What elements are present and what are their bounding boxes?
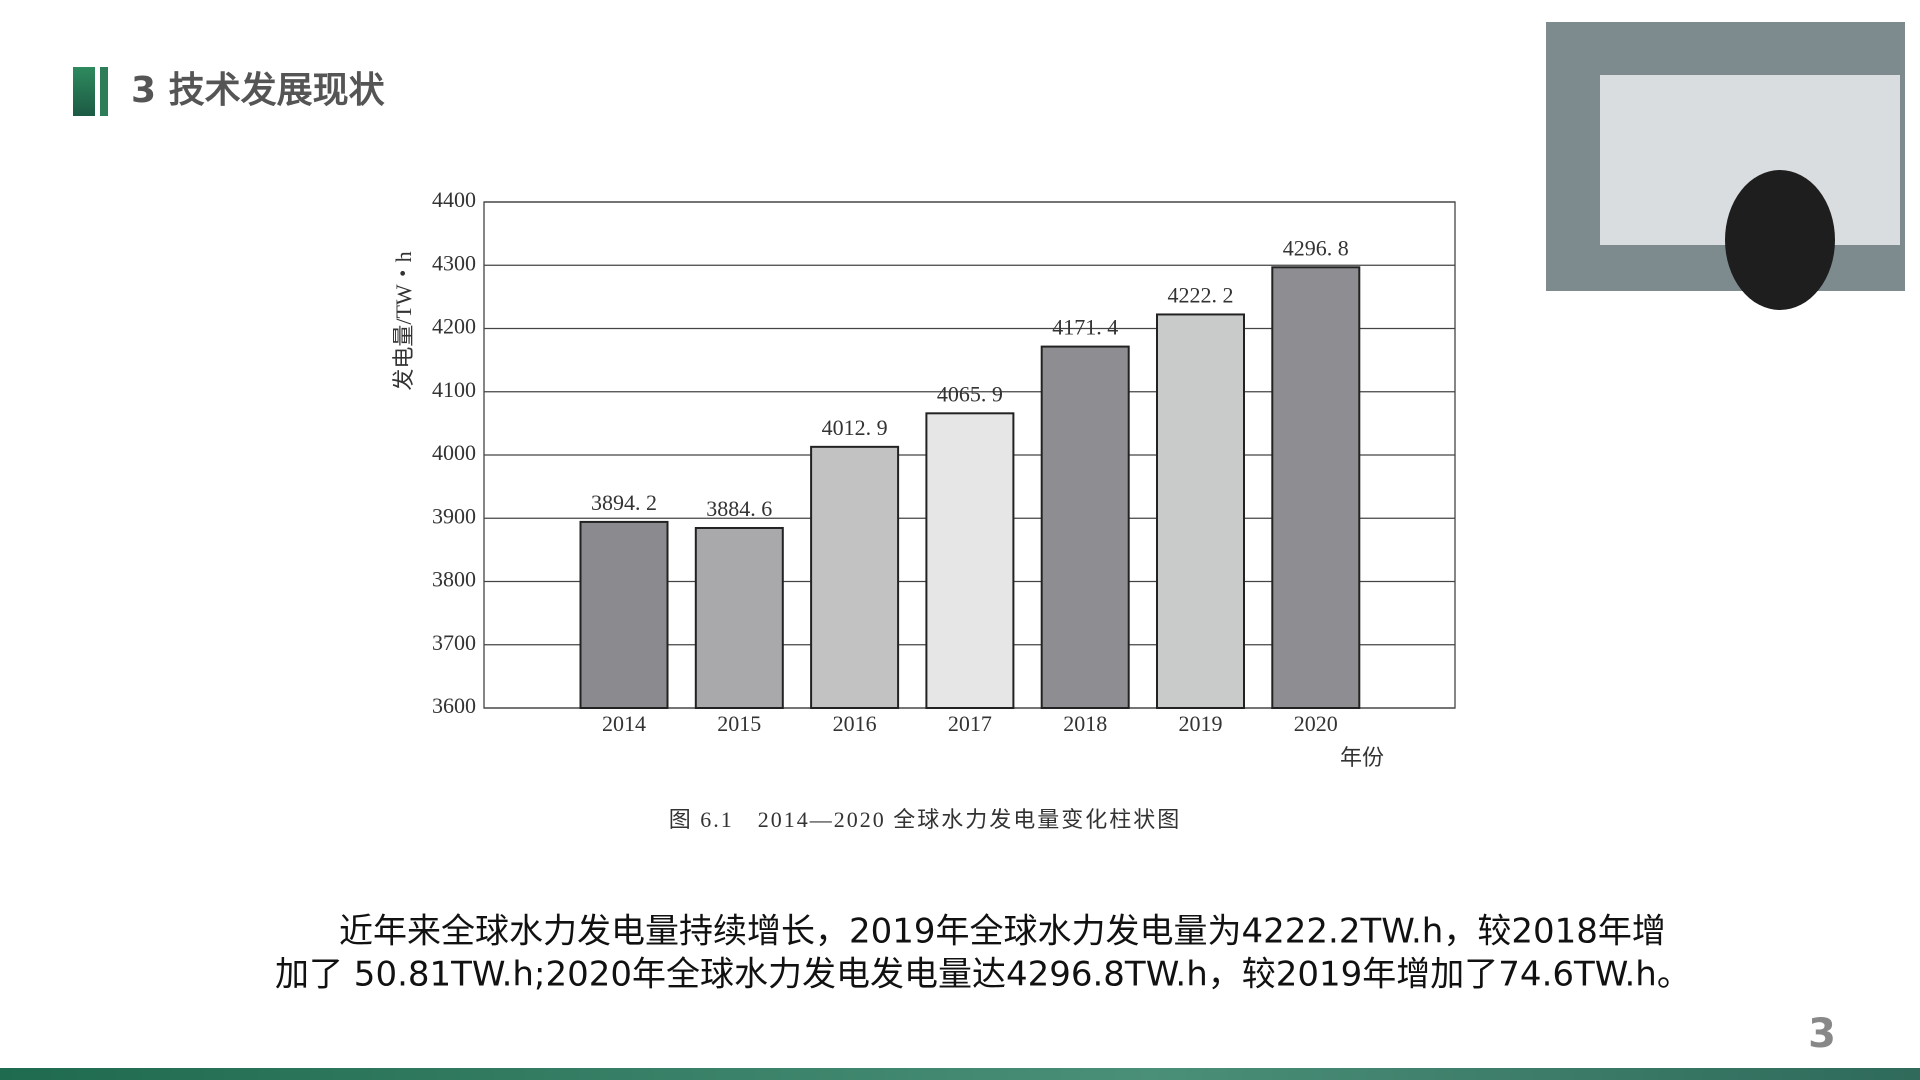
chart-caption: 图 6.1 2014—2020 全球水力发电量变化柱状图 xyxy=(669,807,1182,832)
value-label: 4296. 8 xyxy=(1283,235,1349,260)
x-tick-label: 2015 xyxy=(717,711,761,736)
y-tick-label: 3600 xyxy=(432,693,476,718)
x-tick-label: 2019 xyxy=(1179,711,1223,736)
value-label: 4171. 4 xyxy=(1052,315,1118,340)
x-axis-label: 年份 xyxy=(1340,745,1384,770)
bar xyxy=(694,526,784,709)
x-tick-label: 2020 xyxy=(1294,711,1338,736)
value-label: 3884. 6 xyxy=(706,496,772,521)
chart: 3600 3700 3800 3900 4000 4100 4200 4300 4400 2014… xyxy=(391,187,1456,832)
y-tick-label: 3700 xyxy=(432,630,476,655)
y-tick-label: 3800 xyxy=(432,567,476,592)
footer-bar xyxy=(0,1068,1920,1080)
bar xyxy=(1271,266,1361,709)
bar xyxy=(1156,313,1245,709)
paragraph-line: 加了 50.81TW.h;2020年全球水力发电发电量达4296.8TW.h，较… xyxy=(275,955,1691,995)
value-label: 4065. 9 xyxy=(937,381,1003,406)
page-number: 3 xyxy=(1808,1011,1836,1057)
bar xyxy=(925,412,1015,709)
bar xyxy=(810,445,900,709)
title-icon xyxy=(100,67,108,116)
x-tick-label: 2016 xyxy=(833,711,877,736)
y-tick-label: 4100 xyxy=(432,377,476,402)
x-tick-label: 2017 xyxy=(948,711,992,736)
bar xyxy=(1040,345,1130,709)
x-tick-label: 2018 xyxy=(1063,711,1107,736)
paragraph-line: 近年来全球水力发电量持续增长，2019年全球水力发电量为4222.2TW.h，较… xyxy=(339,912,1666,952)
y-axis-label: 发电量/TW・h xyxy=(391,251,416,390)
x-tick-label: 2014 xyxy=(602,711,646,736)
value-label: 4222. 2 xyxy=(1168,283,1234,308)
y-tick-label: 4000 xyxy=(432,440,476,465)
value-label: 3894. 2 xyxy=(591,490,657,515)
title-icon xyxy=(73,67,95,116)
webcam-view xyxy=(1725,170,1835,310)
y-tick-label: 4200 xyxy=(432,314,476,339)
y-tick-label: 3900 xyxy=(432,503,476,528)
y-tick-label: 4300 xyxy=(432,250,476,275)
y-tick-label: 4400 xyxy=(432,187,476,212)
value-label: 4012. 9 xyxy=(822,415,888,440)
bar xyxy=(579,520,669,710)
slide-title: 3 技术发展现状 xyxy=(131,70,386,111)
